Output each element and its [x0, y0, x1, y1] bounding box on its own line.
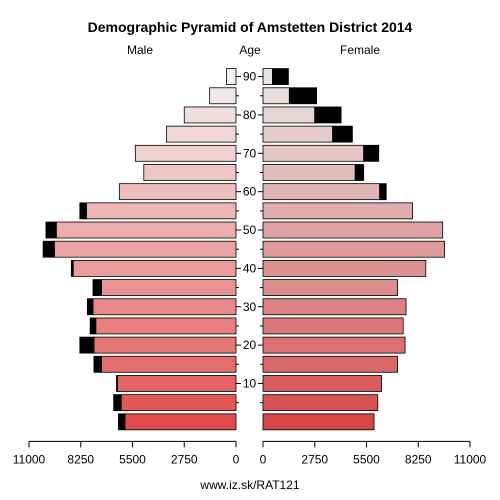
female-bar-60-64 — [262, 183, 381, 201]
female-surplus-bar-65-69 — [354, 164, 365, 181]
male-bar-5-9 — [120, 394, 237, 412]
axes-group: 10 20 30 40 50 60 70 80 90 11000 8250 5500 2750 0 0 275… — [13, 70, 487, 467]
age-label: Age — [239, 43, 261, 57]
female-bar-90+ — [262, 68, 273, 85]
female-bar-15-19 — [262, 355, 398, 373]
female-bar-0-4 — [262, 413, 375, 431]
female-bar-40-44 — [262, 259, 427, 277]
female-bar-70-74 — [262, 144, 365, 162]
female-bar-45-49 — [262, 240, 445, 258]
female-surplus-bar-85-89 — [288, 87, 318, 105]
age-tick-label-70: 70 — [243, 146, 257, 160]
male-bar-70-74 — [134, 144, 237, 162]
female-bar-55-59 — [262, 202, 414, 220]
x-tick-label-right-2750: 2750 — [301, 452, 328, 466]
x-tick-label-left-0: 0 — [233, 452, 240, 466]
male-bar-60-64 — [118, 183, 237, 201]
male-bar-80-84 — [183, 106, 237, 124]
male-bar-40-44 — [72, 259, 237, 277]
female-bar-30-34 — [262, 298, 407, 316]
male-bar-0-4 — [124, 413, 237, 431]
x-tick-label-left-2750: 2750 — [171, 452, 198, 466]
age-tick-label-30: 30 — [243, 300, 257, 314]
female-bar-20-24 — [262, 336, 406, 354]
x-tick-label-left-5500: 5500 — [119, 452, 146, 466]
male-surplus-bar-45-49 — [42, 240, 55, 258]
male-surplus-bar-15-19 — [93, 355, 102, 373]
male-surplus-bar-40-44 — [70, 259, 74, 277]
age-tick-label-50: 50 — [243, 223, 257, 237]
male-surplus-bar-55-59 — [79, 202, 87, 220]
female-bar-5-9 — [262, 394, 379, 412]
male-bar-50-54 — [55, 221, 237, 239]
female-bar-25-29 — [262, 317, 404, 335]
x-tick-label-right-8250: 8250 — [405, 452, 432, 466]
male-surplus-bar-25-29 — [89, 317, 97, 335]
female-bar-85-89 — [262, 87, 290, 105]
male-bar-45-49 — [54, 240, 237, 258]
male-bar-25-29 — [95, 317, 237, 335]
x-tick-label-right-11000: 11000 — [454, 452, 487, 466]
male-bar-20-24 — [93, 336, 237, 354]
age-tick-label-20: 20 — [243, 338, 257, 352]
male-label: Male — [127, 43, 153, 57]
male-surplus-bar-20-24 — [79, 336, 95, 354]
male-bar-85-89 — [209, 87, 237, 105]
male-bar-55-59 — [85, 202, 237, 220]
male-surplus-bar-5-9 — [113, 394, 122, 412]
female-label: Female — [340, 43, 380, 57]
female-surplus-bar-60-64 — [379, 183, 387, 201]
age-tick-label-80: 80 — [243, 108, 257, 122]
male-bar-10-14 — [117, 375, 237, 392]
female-bar-75-79 — [262, 125, 334, 143]
age-tick-label-60: 60 — [243, 185, 257, 199]
male-bar-15-19 — [101, 355, 237, 373]
male-bar-30-34 — [92, 298, 237, 316]
age-tick-label-90: 90 — [243, 70, 257, 84]
male-bar-75-79 — [165, 125, 237, 143]
female-bar-50-54 — [262, 221, 444, 239]
age-tick-label-10: 10 — [243, 376, 257, 390]
female-bar-10-14 — [262, 375, 382, 392]
male-surplus-bar-35-39 — [92, 279, 102, 296]
female-surplus-bar-75-79 — [332, 125, 353, 143]
male-bar-35-39 — [101, 279, 237, 296]
female-bar-80-84 — [262, 106, 316, 124]
male-surplus-bar-0-4 — [117, 413, 126, 431]
male-surplus-bar-10-14 — [116, 375, 118, 392]
female-surplus-bar-80-84 — [314, 106, 342, 124]
chart-title: Demographic Pyramid of Amstetten Distric… — [88, 19, 413, 35]
age-tick-label-40: 40 — [243, 261, 257, 275]
female-surplus-bar-70-74 — [363, 144, 380, 162]
female-bar-65-69 — [262, 164, 356, 181]
source-label: www.iz.sk/RAT121 — [199, 478, 299, 492]
x-tick-label-right-5500: 5500 — [353, 452, 380, 466]
male-surplus-bar-50-54 — [45, 221, 57, 239]
x-tick-label-left-8250: 8250 — [67, 452, 94, 466]
male-bar-65-69 — [143, 164, 237, 181]
male-bar-90+ — [226, 68, 237, 85]
female-surplus-bar-90+ — [272, 68, 289, 85]
female-bar-35-39 — [262, 279, 398, 296]
x-tick-label-left-11000: 11000 — [13, 452, 46, 466]
male-surplus-bar-30-34 — [86, 298, 94, 316]
x-tick-label-right-0: 0 — [260, 452, 267, 466]
